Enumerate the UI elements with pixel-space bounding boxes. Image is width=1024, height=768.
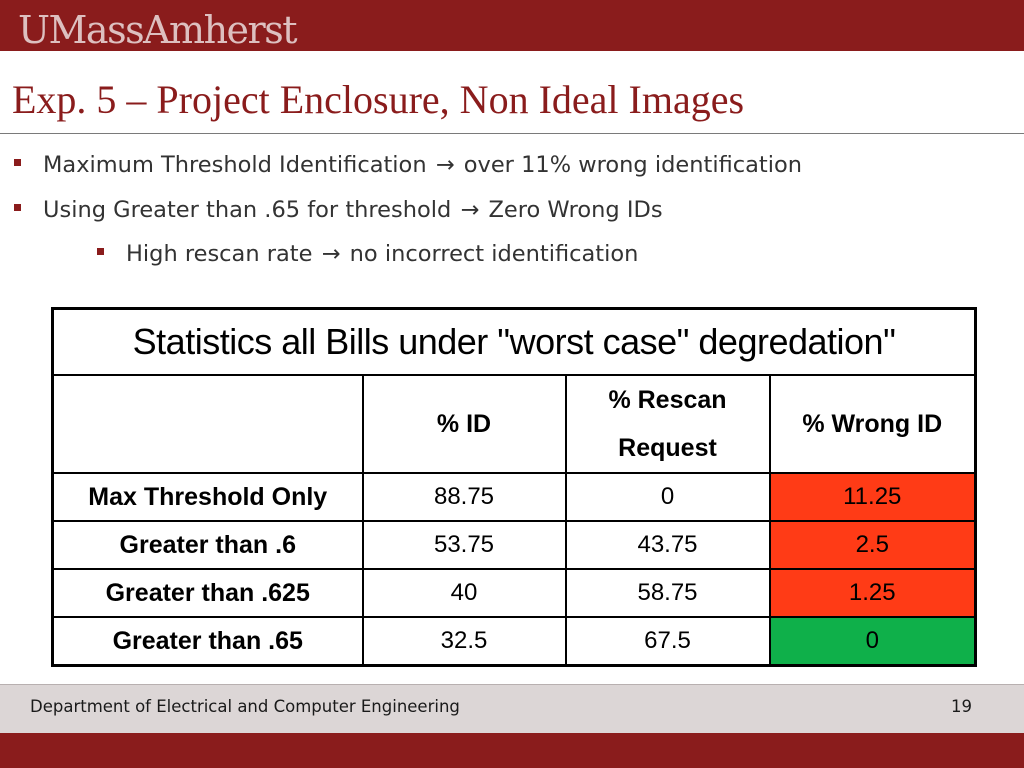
row-label: Greater than .65 <box>51 616 364 667</box>
bullet-text: Maximum Threshold Identification <box>43 152 427 178</box>
wrong-id-cell: 11.25 <box>768 472 977 522</box>
table-caption: Statistics all Bills under "worst case" … <box>51 307 977 376</box>
slide-title: Exp. 5 – Project Enclosure, Non Ideal Im… <box>12 77 745 122</box>
bullet-text: High rescan rate <box>126 241 313 267</box>
bullet-item: Using Greater than .65 for threshold → Z… <box>14 195 663 225</box>
bullet-text: Using Greater than .65 for threshold <box>43 197 452 223</box>
header-cell-empty <box>51 374 364 474</box>
footer-band: Department of Electrical and Computer En… <box>0 684 1024 733</box>
bullet-text: over 11% wrong identification <box>463 152 802 178</box>
id-cell: 32.5 <box>361 616 567 667</box>
statistics-table: Statistics all Bills under "worst case" … <box>51 307 978 667</box>
row-label: Greater than .625 <box>51 568 364 618</box>
bullet-text: Zero Wrong IDs <box>488 197 663 223</box>
table-header-row: % ID % Rescan Request % Wrong ID <box>51 374 977 474</box>
table-row: Greater than .6 53.75 43.75 2.5 <box>51 520 977 570</box>
wrong-id-cell: 0 <box>768 616 977 667</box>
table-row: Greater than .625 40 58.75 1.25 <box>51 568 977 618</box>
title-divider <box>0 133 1024 134</box>
id-cell: 53.75 <box>361 520 567 570</box>
id-cell: 88.75 <box>361 472 567 522</box>
header-cell-rescan: % Rescan Request <box>564 374 771 474</box>
bullet-marker-icon <box>14 204 21 211</box>
bottom-band <box>0 733 1024 768</box>
rescan-cell: 43.75 <box>564 520 771 570</box>
sub-bullet-item: High rescan rate → no incorrect identifi… <box>97 239 638 269</box>
id-cell: 40 <box>361 568 567 618</box>
table-row: Max Threshold Only 88.75 0 11.25 <box>51 472 977 522</box>
header-cell-wrong-id: % Wrong ID <box>768 374 977 474</box>
rescan-cell: 67.5 <box>564 616 771 667</box>
rescan-cell: 58.75 <box>564 568 771 618</box>
row-label: Greater than .6 <box>51 520 364 570</box>
header-cell-id: % ID <box>361 374 567 474</box>
bullet-item: Maximum Threshold Identification → over … <box>14 150 802 180</box>
footer-department: Department of Electrical and Computer En… <box>30 697 460 716</box>
row-label: Max Threshold Only <box>51 472 364 522</box>
bullet-text: no incorrect identification <box>349 241 639 267</box>
bullet-marker-icon <box>97 248 104 255</box>
table-row: Greater than .65 32.5 67.5 0 <box>51 616 977 667</box>
page-number: 19 <box>951 697 972 716</box>
right-arrow-icon: → <box>321 241 341 267</box>
right-arrow-icon: → <box>435 152 455 178</box>
right-arrow-icon: → <box>460 197 480 223</box>
header-band: UMassAmherst <box>0 0 1024 51</box>
umass-logo: UMassAmherst <box>18 8 297 52</box>
wrong-id-cell: 1.25 <box>768 568 977 618</box>
wrong-id-cell: 2.5 <box>768 520 977 570</box>
bullet-marker-icon <box>14 159 21 166</box>
table-caption-row: Statistics all Bills under "worst case" … <box>51 307 977 376</box>
rescan-cell: 0 <box>564 472 771 522</box>
